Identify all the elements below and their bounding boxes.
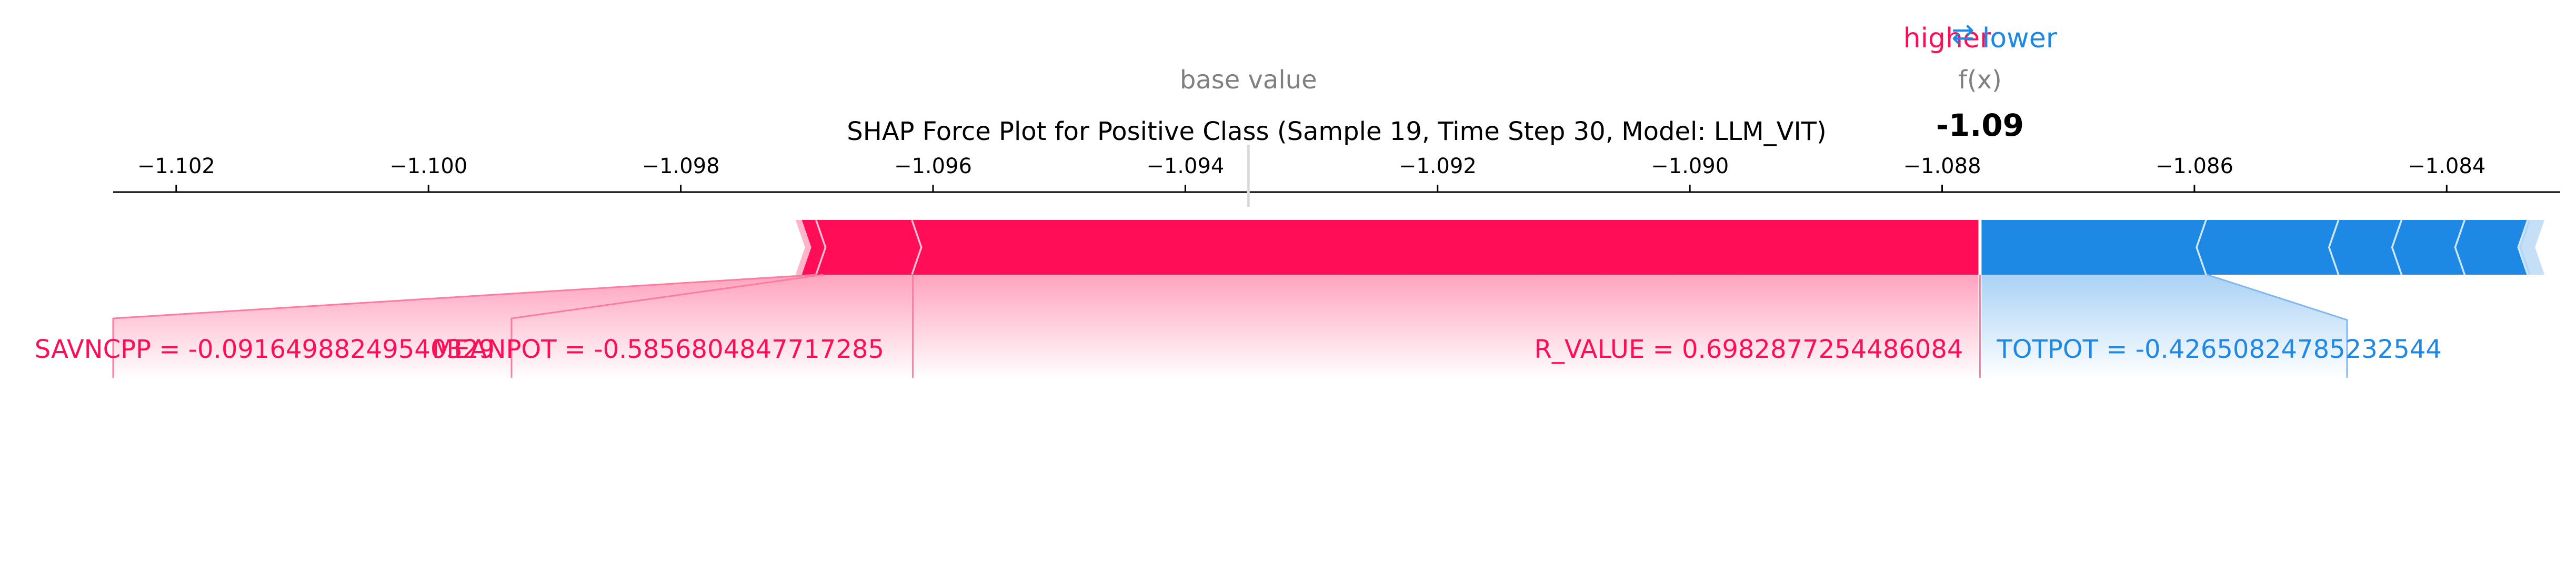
positive-separator (815, 219, 829, 276)
fx-label: f(x) (1958, 65, 2002, 95)
legend-arrow-icon: ⇄ (1951, 18, 1974, 50)
chart-title: SHAP Force Plot for Positive Class (Samp… (847, 117, 1826, 146)
legend-higher: higher (1903, 23, 1991, 54)
negative-bar-segment (1980, 220, 2207, 275)
legend-lower: lower (1982, 23, 2058, 54)
feature-connectors (112, 274, 2348, 378)
tick-label: −1.086 (2156, 154, 2233, 178)
negative-separator (2454, 219, 2468, 276)
tick-label: −1.090 (1651, 154, 1729, 178)
positive-fill (113, 275, 1980, 379)
tick-label: −1.102 (137, 154, 215, 178)
negative-fill (1980, 275, 2347, 379)
negative-separator (2328, 219, 2341, 276)
tick-label: −1.096 (894, 154, 972, 178)
tick-label: −1.088 (1903, 154, 1981, 178)
feature-label-meanpot: MEANPOT = -0.5856804847717285 (432, 335, 884, 364)
negative-bar-segment (2456, 220, 2529, 275)
connector-savncpp (112, 274, 817, 378)
tick-label: −1.100 (389, 154, 467, 178)
tick-label: −1.098 (642, 154, 720, 178)
positive-bar-segment (817, 220, 923, 275)
connector-totpot (2207, 274, 2348, 378)
positive-bar-segment (913, 220, 1980, 275)
force-bars (795, 217, 2545, 379)
feature-label-totpot: TOTPOT = -0.42650824785232544 (1996, 335, 2441, 364)
negative-bar-segment (2197, 220, 2340, 275)
feature-label-r-value: R_VALUE = 0.6982877254486084 (1535, 335, 1963, 364)
negative-tail-mark (2519, 220, 2545, 275)
tick-label: −1.084 (2408, 154, 2485, 178)
negative-bar-segment (2393, 220, 2466, 275)
tick-label: −1.094 (1146, 154, 1224, 178)
base-value-label: base value (1180, 65, 1317, 95)
negative-bar-segment (2330, 220, 2403, 275)
contribution-fills (113, 275, 2347, 379)
feature-label-savncpp: SAVNCPP = -0.09164988249540329 (35, 335, 495, 364)
fx-value: -1.09 (1936, 107, 2024, 143)
connector-meanpot (510, 274, 824, 378)
x-axis: −1.102 −1.100 −1.098 −1.096 −1.094 −1.092 −1.0… (113, 145, 2560, 207)
tick-label: −1.092 (1399, 154, 1477, 178)
